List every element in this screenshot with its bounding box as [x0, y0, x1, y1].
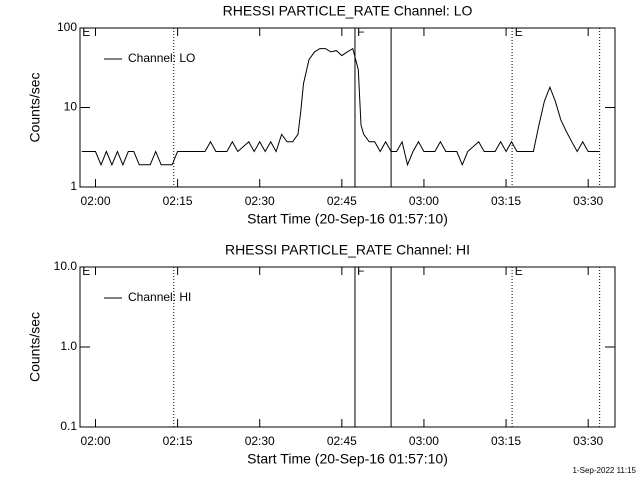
x-tick-label: 02:15	[163, 194, 193, 208]
chart-title: RHESSI PARTICLE_RATE Channel: HI	[225, 242, 470, 258]
x-axis-label: Start Time (20-Sep-16 01:57:10)	[247, 211, 448, 227]
x-tick-label: 03:30	[573, 434, 603, 448]
event-flag: E	[515, 264, 523, 278]
x-tick-label: 03:15	[491, 434, 521, 448]
x-tick-label: 02:45	[327, 194, 357, 208]
x-tick-label: 03:00	[409, 194, 439, 208]
y-tick-label: 10.0	[54, 259, 78, 273]
x-tick-label: 03:30	[573, 194, 603, 208]
y-axis-label: Counts/sec	[27, 312, 43, 382]
x-tick-label: 02:30	[245, 434, 275, 448]
y-tick-label: 100	[57, 20, 77, 34]
event-flag: E	[82, 264, 90, 278]
x-tick-label: 03:15	[491, 194, 521, 208]
x-tick-label: 03:00	[409, 434, 439, 448]
legend-label: Channel: LO	[128, 51, 195, 65]
legend-label: Channel: HI	[128, 290, 191, 304]
chart-title: RHESSI PARTICLE_RATE Channel: LO	[223, 3, 473, 19]
event-flag: E	[515, 25, 523, 39]
y-tick-label: 1.0	[60, 339, 77, 353]
x-tick-label: 02:00	[80, 434, 110, 448]
plot-frame	[79, 266, 616, 428]
event-flag: E	[82, 25, 90, 39]
footer: 1-Sep-2022 11:15	[573, 466, 637, 475]
event-flag: F	[357, 25, 364, 39]
y-tick-label: 10	[64, 100, 78, 114]
y-tick-label: 0.1	[60, 419, 77, 433]
event-flag: F	[357, 264, 364, 278]
x-tick-label: 02:15	[163, 434, 193, 448]
x-axis-label: Start Time (20-Sep-16 01:57:10)	[247, 451, 448, 467]
x-tick-label: 02:45	[327, 434, 357, 448]
x-tick-label: 02:00	[80, 194, 110, 208]
plot-frame	[79, 27, 616, 188]
y-tick-label: 1	[70, 179, 77, 193]
data-line	[81, 47, 600, 167]
x-tick-label: 02:30	[245, 194, 275, 208]
y-axis-label: Counts/sec	[27, 72, 43, 142]
